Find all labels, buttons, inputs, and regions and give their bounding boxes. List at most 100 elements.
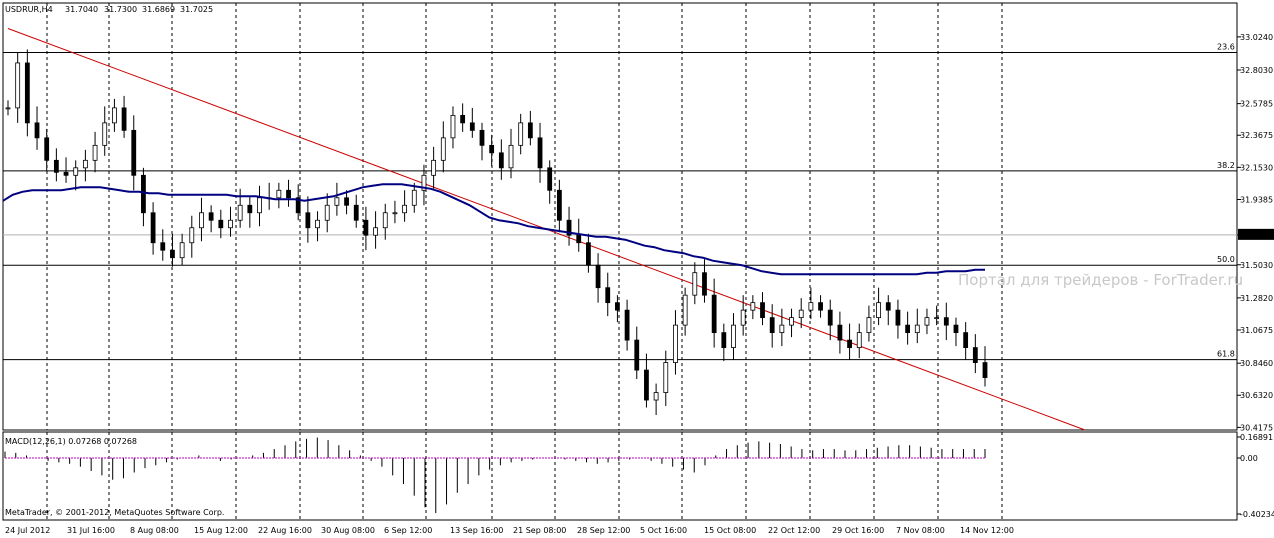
candle-body [141,174,146,214]
candle-body [247,204,253,214]
time-tick-label: 15 Aug 12:00 [194,526,248,535]
price-tick-label: 33.0240 [1240,33,1273,42]
candle-body [53,159,59,173]
candle-body [750,302,756,311]
candle-body [189,227,195,244]
ohlc-low: 31.6869 [142,5,175,14]
candle-body [286,189,291,199]
price-axis[interactable]: 33.0240 32.8030 32.5785 32.3675 32.1530 31.93… [1237,33,1274,433]
candle-body [721,332,727,349]
candle-body [585,242,591,266]
candle-body [644,369,649,401]
time-tick-label: 31 Jul 16:00 [67,526,115,535]
candle-body [518,122,524,146]
candle-body [44,137,50,161]
candle-body [276,189,282,199]
candle-body [121,107,127,131]
candle-body [769,317,775,334]
time-tick-label: 6 Sep 12:00 [384,526,432,535]
time-tick-label: 8 Aug 08:00 [130,526,179,535]
candle-body [498,152,504,169]
candle-body [856,332,862,349]
candle-body [63,171,69,176]
moving-average [2,183,985,276]
time-tick-label: 5 Oct 16:00 [640,526,687,535]
candle-body [972,347,978,363]
candle-body [208,212,214,221]
candle-body [92,144,98,161]
candle-body [179,242,185,259]
ma-line [2,183,985,276]
fibonacci-levels: 23.6 38.2 50.0 61.8 [3,42,1237,361]
candle-body [798,309,804,319]
candle-body [24,62,30,124]
candle-body [373,227,378,236]
copyright-notice: MetaTrader, © 2001-2012, MetaQuotes Soft… [5,508,224,517]
candle-body [102,122,108,146]
candle-body [527,122,533,139]
current-price-box [1238,228,1274,240]
candle-body [895,309,901,326]
time-tick-label: 29 Oct 16:00 [832,526,884,535]
candle-body [692,272,698,296]
candle-body [460,114,466,124]
ohlc-close: 31.7025 [180,5,213,14]
candle-body [295,197,301,214]
candle-body [605,287,611,304]
candle-body [15,62,21,109]
candle-body [905,324,911,334]
candle-body [237,204,243,221]
candle-body [953,324,959,334]
candle-body [489,144,495,154]
candle-body [315,219,320,229]
candle-body [469,122,475,131]
time-tick-label: 13 Sep 16:00 [450,526,503,535]
macd-histogram [4,437,986,514]
candle-body [818,302,823,311]
candle-body [382,212,388,229]
candle-body [634,339,640,371]
candle-body [131,129,137,176]
candles[interactable] [5,49,988,416]
price-tick-label: 32.1530 [1240,163,1273,172]
candle-body [305,212,311,229]
price-tick-label: 31.9385 [1240,196,1273,205]
time-tick-label: 7 Nov 08:00 [896,526,945,535]
watermark: Портал для трейдеров - ForTrader.ru [958,271,1243,289]
macd-title: MACD(12,26,1) 0.07268 0.07268 [5,437,137,446]
time-axis[interactable]: 24 Jul 2012 31 Jul 16:00 8 Aug 08:00 15 Aug… [5,526,1014,535]
candle-body [344,197,349,206]
candle-body [982,362,988,378]
candle-body [508,144,514,169]
candle-body [876,302,881,319]
candle-body [402,204,408,214]
candle-body [576,234,582,244]
price-tick-label: 31.5030 [1240,261,1273,270]
candle-body [150,212,156,244]
candle-body [827,309,833,326]
candle-body [963,332,969,349]
fib-level-label: 61.8 [1217,350,1235,359]
candle-body [411,189,417,206]
candle-body [808,302,814,311]
candle-body [257,197,262,214]
macd-frame [2,431,1238,521]
price-tick-label: 30.6320 [1240,391,1273,400]
candle-body [392,212,398,215]
macd-tick-label: 0.16891 [1240,433,1273,442]
candle-body [682,294,688,326]
candle-body [556,189,562,221]
macd-tick-label: 0.00 [1240,454,1258,463]
main-chart-frame [2,2,1238,431]
candle-body [934,317,940,320]
price-tick-label: 31.0675 [1240,326,1273,335]
candle-body [847,339,852,349]
candle-body [199,212,204,229]
time-tick-label: 14 Nov 12:00 [960,526,1014,535]
ohlc-high: 31.7300 [104,5,137,14]
candle-body [537,137,543,169]
candle-body [837,324,843,341]
macd-frame-border [2,431,1238,521]
candle-body [34,122,40,139]
candle-body [450,114,456,139]
